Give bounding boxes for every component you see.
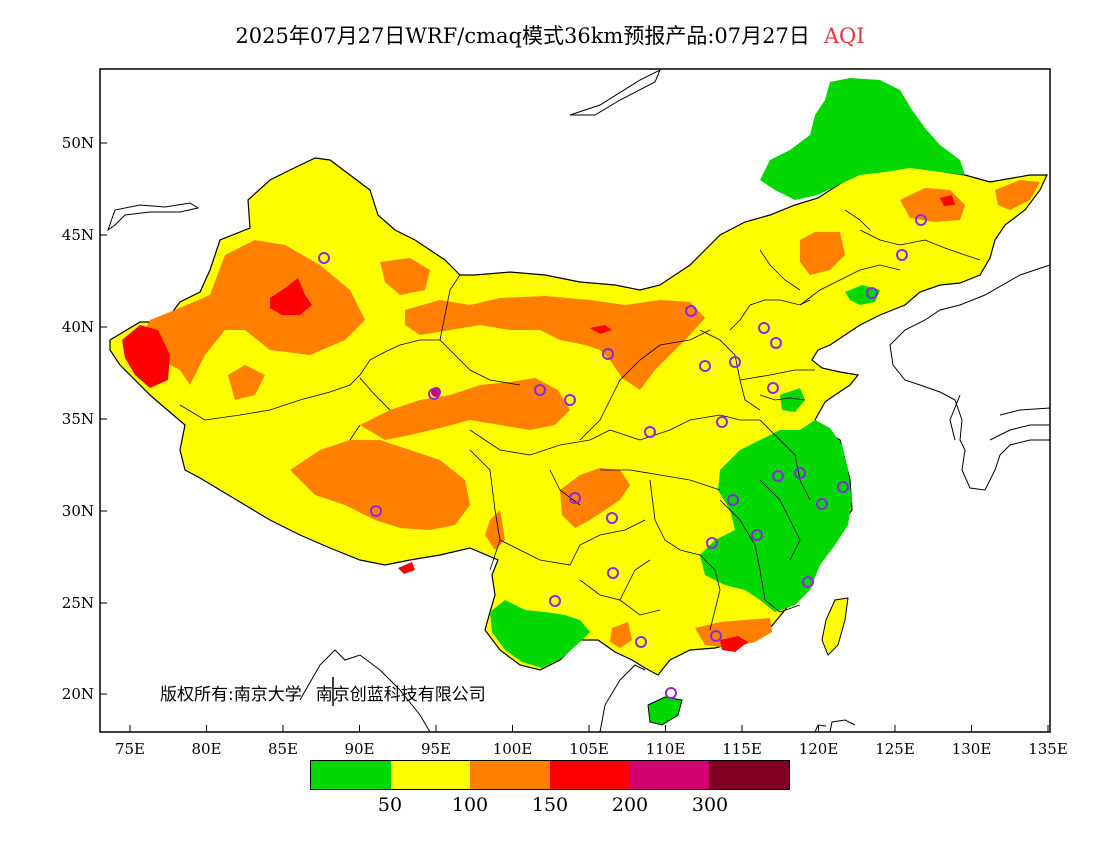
station-marker bbox=[428, 388, 440, 400]
station-marker bbox=[606, 512, 618, 524]
aqi-region-good-east bbox=[700, 420, 852, 612]
station-marker bbox=[794, 467, 806, 479]
lat-label: 40N bbox=[62, 318, 94, 336]
station-marker bbox=[770, 337, 782, 349]
colorbar-swatch bbox=[311, 761, 391, 789]
map-title: 2025年07月27日WRF/cmaq模式36km预报产品:07月27日 AQI bbox=[0, 20, 1100, 50]
lon-label: 100E bbox=[493, 740, 533, 758]
lon-label: 125E bbox=[875, 740, 915, 758]
colorbar-label: 150 bbox=[531, 794, 569, 816]
station-marker bbox=[751, 529, 763, 541]
lon-label: 110E bbox=[646, 740, 686, 758]
colorbar-label: 50 bbox=[377, 794, 403, 816]
aqi-region-unhealthy bbox=[122, 195, 955, 652]
colorbar-swatch bbox=[629, 761, 710, 789]
station-marker bbox=[710, 630, 722, 642]
station-marker bbox=[727, 494, 739, 506]
colorbar-label: 100 bbox=[451, 794, 489, 816]
lat-label: 50N bbox=[62, 134, 94, 152]
station-marker bbox=[569, 492, 581, 504]
neighbor-coastlines bbox=[107, 68, 1051, 733]
station-marker bbox=[644, 426, 656, 438]
aqi-colorbar bbox=[310, 760, 790, 790]
station-marker bbox=[896, 249, 908, 261]
lat-label: 30N bbox=[62, 502, 94, 520]
taiwan-island bbox=[821, 597, 849, 656]
station-marker bbox=[767, 382, 779, 394]
colorbar-swatch bbox=[550, 761, 630, 789]
colorbar-swatch bbox=[390, 761, 471, 789]
lat-label: 20N bbox=[62, 685, 94, 703]
station-marker bbox=[665, 687, 677, 699]
copyright-part2: 南京创蓝科技有限公司 bbox=[315, 685, 486, 705]
aqi-region-good-northeast bbox=[760, 78, 965, 200]
station-marker bbox=[602, 348, 614, 360]
title-main: 2025年07月27日WRF/cmaq模式36km预报产品:07月27日 bbox=[235, 24, 810, 48]
lon-label: 115E bbox=[722, 740, 762, 758]
colorbar-swatch bbox=[470, 761, 551, 789]
colorbar-swatch bbox=[709, 761, 790, 789]
map-axes: 50N 45N 40N 35N 30N 25N 20N 75E 80E 85E 90E 95E 100E… bbox=[62, 134, 1068, 758]
lat-label: 45N bbox=[62, 226, 94, 244]
title-variable: AQI bbox=[823, 24, 865, 48]
lat-label: 35N bbox=[62, 410, 94, 428]
lat-label: 25N bbox=[62, 594, 94, 612]
lon-label: 85E bbox=[268, 740, 298, 758]
station-marker bbox=[318, 252, 330, 264]
station-marker bbox=[915, 214, 927, 226]
aqi-colorbar-labels: 50 100 150 200 300 bbox=[0, 794, 1100, 820]
lon-label: 75E bbox=[115, 740, 145, 758]
hainan-island bbox=[647, 696, 683, 726]
station-marker bbox=[635, 636, 647, 648]
station-marker bbox=[802, 576, 814, 588]
station-marker bbox=[716, 416, 728, 428]
copyright-part1: 版权所有:南京大学 bbox=[160, 685, 302, 705]
station-marker bbox=[816, 498, 828, 510]
lon-label: 90E bbox=[344, 740, 374, 758]
station-marker bbox=[729, 356, 741, 368]
station-marker bbox=[837, 481, 849, 493]
station-marker bbox=[370, 505, 382, 517]
aqi-region-good-southwest bbox=[490, 600, 590, 668]
copyright-text: 版权所有:南京大学 南京创蓝科技有限公司 bbox=[160, 680, 486, 705]
aqi-fill-layer bbox=[109, 78, 1048, 726]
station-marker bbox=[549, 595, 561, 607]
station-marker bbox=[706, 537, 718, 549]
station-marker bbox=[607, 567, 619, 579]
lon-label: 80E bbox=[191, 740, 221, 758]
station-marker bbox=[564, 394, 576, 406]
station-markers bbox=[318, 214, 927, 699]
lon-label: 105E bbox=[569, 740, 609, 758]
aqi-region-good-liaoning bbox=[845, 285, 880, 305]
province-borders bbox=[179, 209, 981, 631]
colorbar-label: 200 bbox=[611, 794, 649, 816]
station-marker bbox=[758, 322, 770, 334]
lon-label: 95E bbox=[421, 740, 451, 758]
station-marker bbox=[772, 470, 784, 482]
colorbar-label: 300 bbox=[691, 794, 729, 816]
lon-label: 135E bbox=[1028, 740, 1068, 758]
lon-label: 120E bbox=[799, 740, 839, 758]
lon-label: 130E bbox=[952, 740, 992, 758]
station-marker bbox=[534, 384, 546, 396]
station-marker bbox=[699, 360, 711, 372]
aqi-region-good-anhui bbox=[780, 388, 805, 412]
station-marker bbox=[866, 287, 878, 299]
station-marker bbox=[685, 305, 697, 317]
